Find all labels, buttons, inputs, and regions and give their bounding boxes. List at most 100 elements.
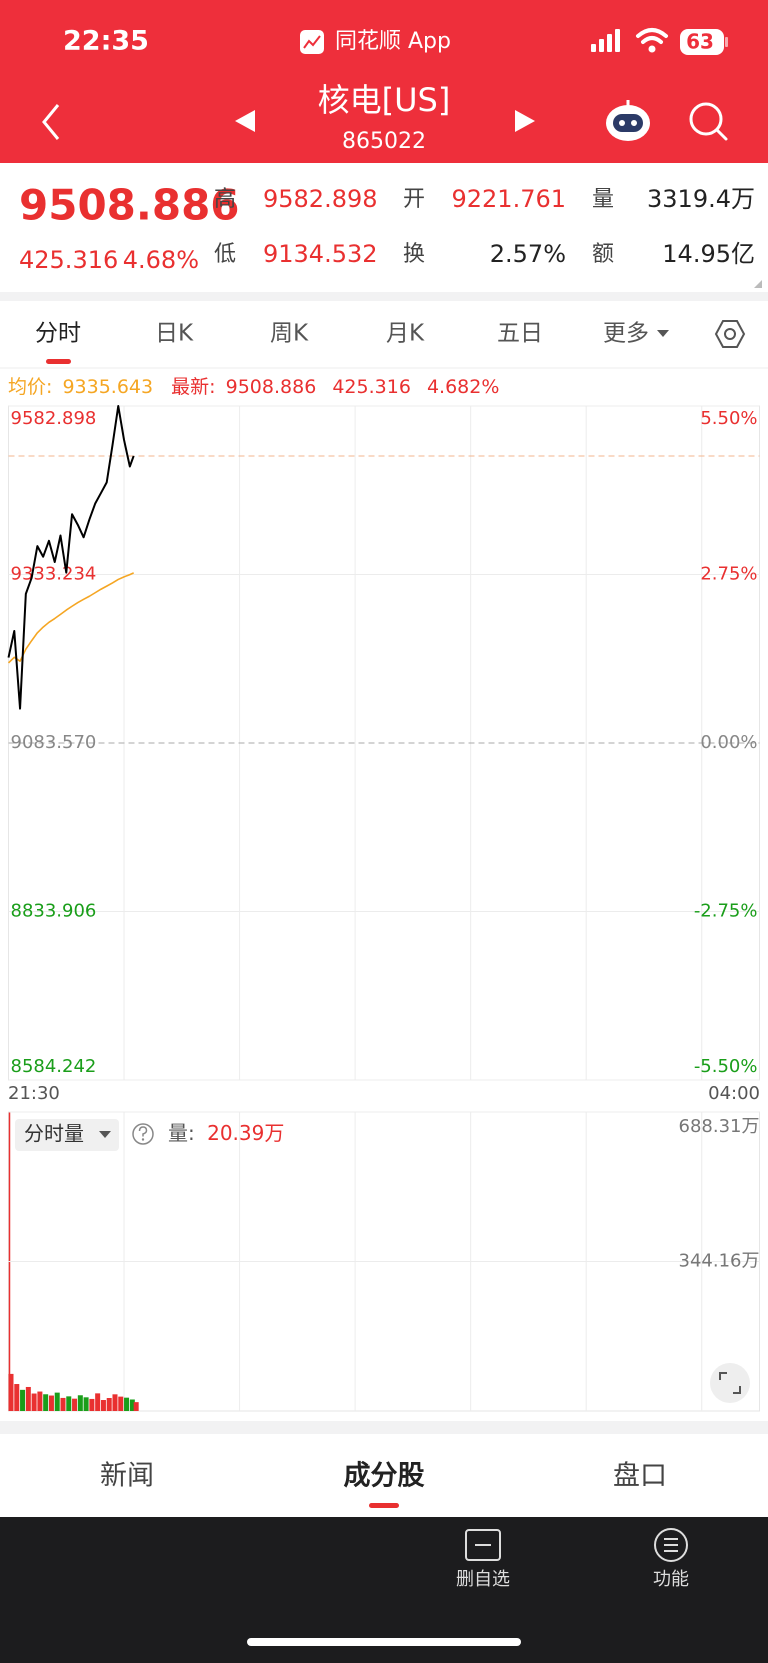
volume-bar xyxy=(31,1393,37,1411)
search-circle xyxy=(689,102,723,136)
search-button[interactable] xyxy=(689,102,728,141)
tab[interactable]: 周K xyxy=(270,321,309,347)
functions-icon xyxy=(654,1528,688,1562)
app-logo-line xyxy=(303,35,321,49)
search-handle xyxy=(715,128,728,141)
x-axis-start: 21:30 xyxy=(8,1083,60,1104)
help-dot xyxy=(141,1138,145,1141)
volume-selector[interactable] xyxy=(15,1119,119,1151)
tab[interactable]: 五日 xyxy=(497,321,543,347)
header-title: 核电[US] xyxy=(318,81,451,119)
y2-tick-label: 0.00% xyxy=(700,732,757,753)
volume-bar xyxy=(83,1397,89,1411)
fullscreen-bg xyxy=(710,1363,750,1403)
home-indicator xyxy=(247,1638,521,1646)
tab[interactable]: 日K xyxy=(155,321,194,347)
field-label: 额 xyxy=(592,242,614,267)
prev-button[interactable] xyxy=(235,110,255,132)
signal-icon xyxy=(591,29,620,52)
quote-change: 425.316 xyxy=(19,246,118,274)
fullscreen-button[interactable] xyxy=(710,1363,750,1403)
toolbar-remove[interactable]: 删自选 xyxy=(456,1529,510,1590)
volume-bar xyxy=(43,1394,49,1411)
remove-icon xyxy=(465,1529,501,1561)
bottom-tab[interactable]: 新闻 xyxy=(100,1461,154,1492)
chart-info: 均价: 9335.643 最新: 9508.886 425.316 4.682% xyxy=(8,376,499,398)
volume-info: 量: 20.39万 xyxy=(168,1121,284,1145)
tab[interactable]: 月K xyxy=(386,321,425,347)
robot-eye xyxy=(619,120,625,126)
status-time: 22:35 xyxy=(63,26,149,57)
functions-icon-lines xyxy=(664,1538,678,1552)
battery xyxy=(680,29,724,55)
robot-eye xyxy=(631,120,637,126)
x-axis-end: 04:00 xyxy=(708,1083,760,1104)
y-tick-label: 9333.234 xyxy=(11,564,97,585)
wifi-dot xyxy=(648,45,656,53)
field-value: 9221.761 xyxy=(451,185,566,213)
expand-corner[interactable] xyxy=(754,280,762,288)
volume-label: 量: xyxy=(168,1121,195,1145)
tab-underline xyxy=(46,359,71,364)
field-label: 高 xyxy=(214,187,236,212)
volume-bar xyxy=(100,1400,106,1411)
toolbar-label: 功能 xyxy=(653,1569,689,1590)
settings-dot xyxy=(724,328,736,340)
y-tick-label: 344.16万 xyxy=(679,1250,760,1271)
help-icon[interactable] xyxy=(132,1123,154,1145)
volume-bar xyxy=(25,1386,31,1411)
robot-face xyxy=(613,114,643,132)
volume-bar xyxy=(124,1397,130,1411)
y-tick-label: 9582.898 xyxy=(11,408,97,429)
field-label: 低 xyxy=(214,242,236,267)
next-button[interactable] xyxy=(515,110,535,132)
y-tick-label: 9083.570 xyxy=(11,732,97,753)
volume-bar xyxy=(48,1395,54,1411)
bottom-tab[interactable]: 盘口 xyxy=(613,1461,667,1492)
header-code: 865022 xyxy=(342,129,426,154)
status-app: 同花顺 App xyxy=(335,29,451,54)
field-value: 9134.532 xyxy=(263,240,378,268)
fullscreen-icon xyxy=(719,1372,741,1394)
latest-label: 最新: xyxy=(171,376,215,398)
tab[interactable]: 分时 xyxy=(35,321,81,347)
settings-hex xyxy=(714,320,746,348)
price-line xyxy=(7,405,135,710)
robot-button[interactable] xyxy=(606,100,650,141)
bottom-tab[interactable]: 成分股 xyxy=(344,1461,425,1492)
latest-value: 9508.886 xyxy=(226,376,317,398)
tab[interactable]: 更多 xyxy=(603,321,649,347)
volume-bar xyxy=(89,1398,95,1411)
quote-price: 9508.886 xyxy=(19,181,240,230)
wifi-icon xyxy=(636,28,668,44)
field-value: 3319.4万 xyxy=(647,185,755,213)
volume-bar xyxy=(8,1373,14,1411)
back-button[interactable] xyxy=(42,104,60,140)
field-value: 14.95亿 xyxy=(662,240,755,268)
separator xyxy=(0,1421,768,1434)
volume-current: 20.39万 xyxy=(207,1121,284,1145)
field-label: 换 xyxy=(403,242,425,267)
y2-tick-label: -2.75% xyxy=(694,901,758,922)
app-logo xyxy=(300,30,324,54)
y2-tick-label: 2.75% xyxy=(700,564,757,585)
price-line xyxy=(7,572,134,664)
field-label: 量 xyxy=(592,187,614,212)
quote-change-pct: 4.68% xyxy=(123,246,199,274)
volume-bar xyxy=(54,1392,60,1411)
battery-tip xyxy=(725,37,728,47)
y2-tick-label: -5.50% xyxy=(694,1056,758,1077)
settings-button[interactable] xyxy=(714,320,746,348)
volume-bar xyxy=(60,1397,66,1411)
help-circle xyxy=(132,1123,154,1145)
volume-bar xyxy=(129,1399,135,1411)
field-label: 开 xyxy=(403,187,425,212)
volume-bar xyxy=(72,1398,78,1411)
toolbar-functions[interactable]: 功能 xyxy=(653,1528,689,1590)
tab-dropdown xyxy=(657,330,669,337)
help-mark xyxy=(138,1126,148,1137)
toolbar-label: 删自选 xyxy=(456,1569,510,1590)
volume-bar xyxy=(133,1402,139,1411)
